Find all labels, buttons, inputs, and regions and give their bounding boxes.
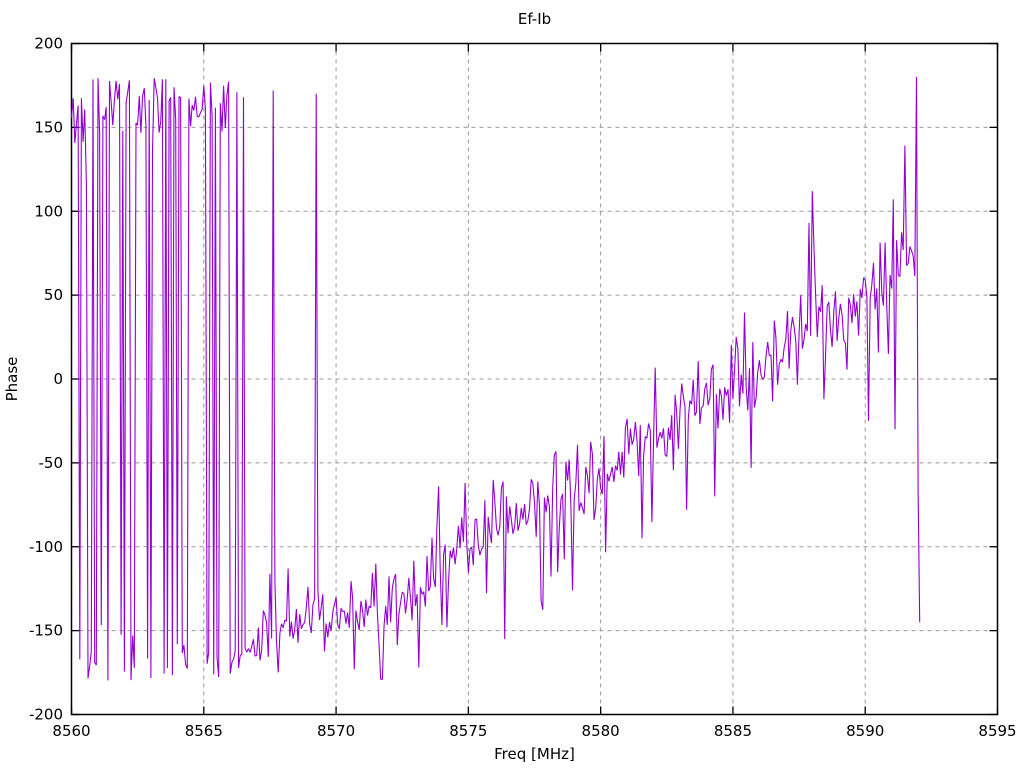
y-tick-label: 50 [44,286,63,304]
chart-title: Ef-Ib [518,10,551,28]
x-axis-label: Freq [MHz] [494,745,575,763]
x-tick-label: 8580 [582,722,620,740]
x-tick-label: 8590 [846,722,884,740]
x-tick-label: 8570 [317,722,355,740]
y-axis-label: Phase [3,357,21,402]
phase-series-line [70,76,921,681]
x-tick-label: 8595 [978,722,1016,740]
y-tick-label: 200 [34,35,63,53]
x-tick-label: 8565 [185,722,223,740]
y-tick-label: -200 [29,706,63,724]
x-tick-label: 8560 [52,722,90,740]
y-tick-label: 150 [34,118,63,136]
y-tick-label: 0 [53,370,63,388]
y-tick-label: -50 [39,454,64,472]
y-tick-label: -100 [29,538,63,556]
y-tick-label: 100 [34,202,63,220]
x-tick-label: 8585 [714,722,752,740]
x-tick-label: 8575 [449,722,487,740]
y-tick-label: -150 [29,622,63,640]
